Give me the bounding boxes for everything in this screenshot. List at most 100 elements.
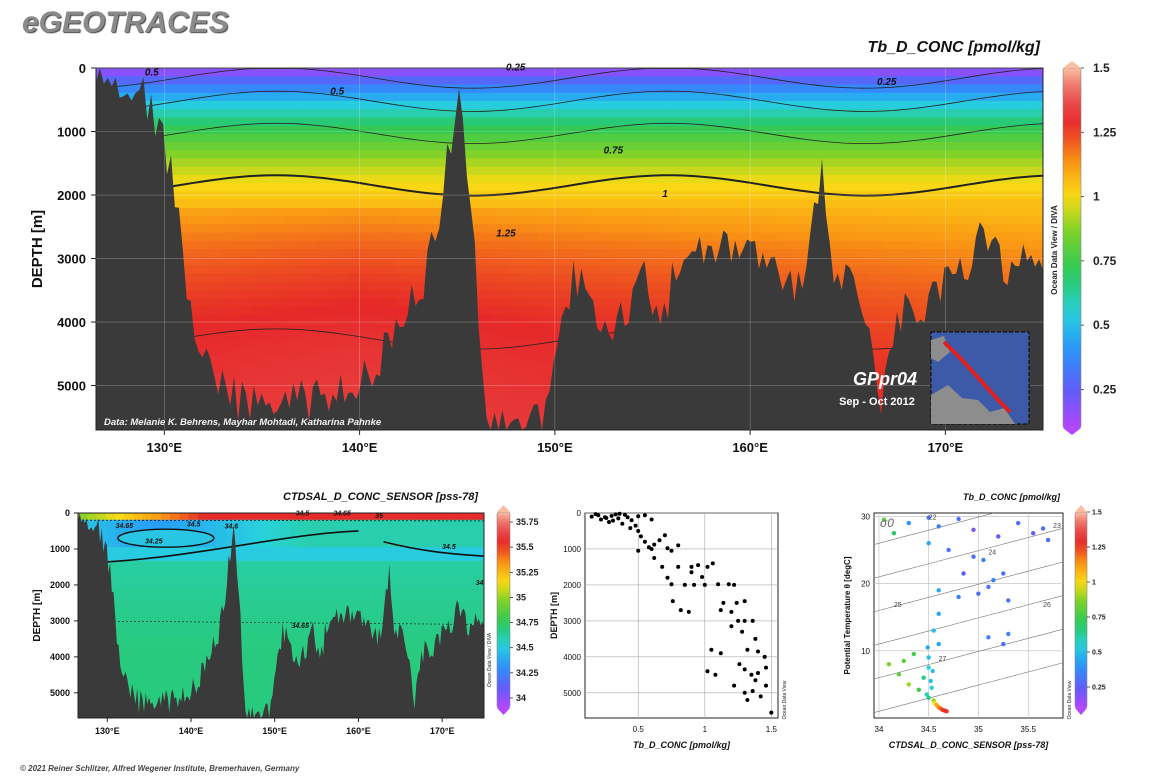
tb-field-cell — [680, 240, 697, 250]
tb-field-cell — [916, 281, 934, 291]
tb-field-cell — [569, 281, 587, 291]
tb-field-cell — [680, 224, 697, 234]
tb-field-cell — [364, 265, 381, 275]
tb-field-cell — [632, 232, 650, 242]
profile-point — [737, 662, 742, 667]
sal-field-cell — [327, 581, 338, 589]
tb-field-cell — [995, 133, 1013, 143]
tb-field-cell — [522, 273, 539, 283]
sal-field-cell — [290, 526, 301, 535]
tb-field-cell — [837, 183, 855, 193]
ts-colorbar-label: 0.25 — [1092, 684, 1106, 691]
sal-field-cell — [133, 547, 144, 555]
profile-point — [642, 539, 647, 544]
tb-field-cell — [411, 133, 429, 143]
sal-field-cell — [179, 574, 190, 583]
sal-field-cell — [114, 581, 125, 589]
sal-field-cell — [299, 601, 310, 610]
tb-field-cell — [979, 142, 997, 151]
tb-field-cell — [537, 133, 555, 143]
tb-field-cell — [206, 92, 224, 102]
sal-field-cell — [170, 649, 181, 658]
tb-field-cell — [301, 306, 318, 316]
tb-field-cell — [885, 183, 902, 193]
tb-field-cell — [317, 117, 334, 127]
tb-field-cell — [537, 273, 555, 283]
tb-field-cell — [348, 273, 366, 283]
tb-field-cell — [758, 158, 776, 168]
sal-field-cell — [234, 513, 245, 521]
sal-field-cell — [271, 567, 282, 576]
tb-field-cell — [680, 68, 697, 77]
tb-field-cell — [285, 216, 302, 226]
ts-point — [956, 594, 961, 600]
ts-point — [976, 591, 981, 596]
sal-field-cell — [364, 547, 374, 555]
tb-field-cell — [253, 331, 271, 341]
sal-field-cell — [410, 560, 421, 569]
sal-y-tick-label: 5000 — [50, 688, 70, 698]
tb-field-cell — [317, 232, 334, 242]
sal-field-cell — [474, 519, 484, 528]
tb-field-cell — [743, 133, 760, 143]
tb-field-cell — [537, 183, 555, 193]
sal-field-cell — [428, 649, 439, 658]
sal-field-cell — [179, 697, 190, 706]
tb-field-cell — [427, 76, 444, 86]
tb-field-cell — [301, 150, 318, 160]
sal-field-cell — [170, 642, 181, 651]
tb-field-cell — [758, 142, 776, 151]
tb-field-cell — [317, 356, 334, 365]
sal-field-cell — [253, 629, 264, 637]
sal-colorbar-label: 35.25 — [516, 567, 539, 577]
sal-field-cell — [437, 574, 448, 583]
tb-field-cell — [364, 158, 381, 168]
sal-field-cell — [234, 547, 245, 555]
tb-field-cell — [1027, 76, 1043, 86]
tb-field-cell — [901, 68, 918, 77]
tb-field-cell — [111, 76, 129, 86]
sal-field-cell — [281, 581, 291, 589]
tb-field-cell — [332, 273, 350, 283]
tb-x-tick-label: 140°E — [342, 440, 378, 455]
tb-field-cell — [822, 207, 839, 217]
tb-field-cell — [537, 117, 555, 127]
tb-field-cell — [680, 199, 697, 209]
sal-plot-frame — [77, 512, 485, 719]
tb-field-cell — [332, 125, 350, 135]
tb-field-cell — [222, 232, 239, 242]
sal-field-cell — [401, 642, 411, 651]
sal-field-cell — [290, 588, 301, 596]
tb-field-cell — [711, 117, 729, 127]
sal-field-cell — [401, 588, 411, 596]
sal-field-cell — [391, 567, 402, 576]
sal-field-cell — [253, 683, 264, 692]
tb-field-cell — [301, 109, 318, 119]
sal-field-cell — [161, 554, 171, 562]
tb-field-cell — [837, 216, 855, 226]
tb-field-cell — [490, 290, 508, 300]
tb-field-cell — [222, 199, 239, 209]
sal-field-cell — [262, 540, 273, 548]
sal-field-cell — [271, 547, 282, 555]
tb-field-cell — [869, 281, 886, 291]
tb-field-cell — [979, 191, 997, 201]
tb-field-cell — [490, 142, 508, 151]
tb-field-cell — [837, 175, 855, 184]
sal-field-cell — [114, 656, 125, 665]
tb-field-cell — [285, 207, 302, 217]
sal-field-cell — [198, 601, 208, 610]
tb-field-cell — [411, 216, 429, 226]
sal-field-cell — [354, 533, 365, 542]
tb-field-cell — [459, 175, 476, 184]
sal-field-cell — [465, 533, 476, 542]
sal-field-cell — [410, 533, 421, 542]
tb-field-cell — [206, 183, 224, 193]
tb-field-cell — [490, 191, 508, 201]
ts-point — [926, 655, 931, 660]
tb-field-cell — [916, 216, 934, 226]
tb-field-cell — [317, 314, 334, 324]
profile-point — [689, 564, 694, 569]
tb-field-cell — [380, 314, 397, 324]
tb-field-cell — [222, 356, 239, 365]
